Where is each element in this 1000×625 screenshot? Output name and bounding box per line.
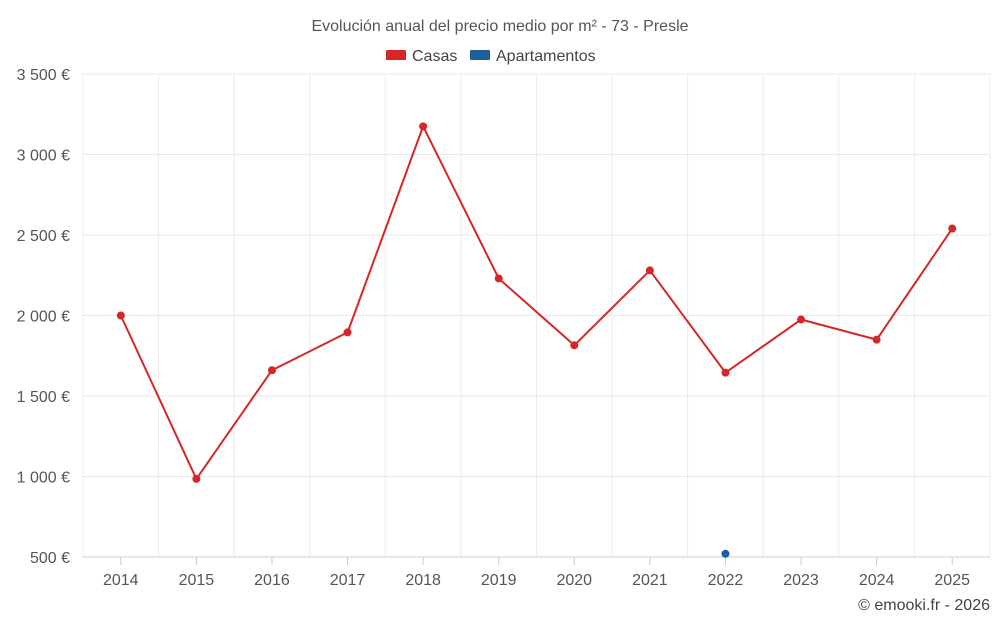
data-point-casas[interactable] bbox=[267, 366, 276, 375]
data-point-casas[interactable] bbox=[797, 315, 806, 324]
data-point-casas[interactable] bbox=[494, 274, 503, 283]
x-tick-label: 2019 bbox=[481, 572, 517, 589]
x-tick-label: 2016 bbox=[254, 572, 290, 589]
data-point-casas[interactable] bbox=[570, 341, 579, 350]
copyright-footer: © emooki.fr - 2026 bbox=[858, 597, 990, 614]
x-tick-label: 2025 bbox=[934, 572, 970, 589]
x-tick-label: 2014 bbox=[103, 572, 139, 589]
data-point-casas[interactable] bbox=[948, 224, 957, 233]
data-point-casas[interactable] bbox=[419, 122, 428, 131]
y-tick-label: 2 500 € bbox=[17, 228, 70, 245]
x-tick-label: 2024 bbox=[859, 572, 895, 589]
x-tick-label: 2018 bbox=[405, 572, 441, 589]
y-tick-label: 3 000 € bbox=[17, 148, 70, 165]
data-point-casas[interactable] bbox=[645, 266, 654, 275]
x-tick-label: 2015 bbox=[179, 572, 215, 589]
y-tick-label: 3 500 € bbox=[17, 67, 70, 84]
chart-title: Evolución anual del precio medio por m² … bbox=[311, 18, 688, 35]
x-tick-label: 2022 bbox=[708, 572, 744, 589]
series-layer bbox=[116, 122, 957, 558]
data-point-casas[interactable] bbox=[192, 474, 201, 483]
y-tick-label: 1 000 € bbox=[17, 470, 70, 487]
legend: Casas Apartamentos bbox=[386, 48, 596, 65]
x-axis: 2014 2015 2016 2017 2018 2019 2020 2021 2022 2023… bbox=[83, 556, 990, 589]
data-point-casas[interactable] bbox=[721, 368, 730, 377]
y-axis: 500 € 1 000 € 1 500 € 2 000 € 2 500 € 3 000 €… bbox=[17, 67, 70, 567]
y-tick-label: 1 500 € bbox=[17, 389, 70, 406]
x-tick-label: 2023 bbox=[783, 572, 819, 589]
data-point-casas[interactable] bbox=[116, 311, 125, 320]
data-point-casas[interactable] bbox=[343, 328, 352, 337]
grid bbox=[82, 73, 991, 557]
x-tick-label: 2021 bbox=[632, 572, 668, 589]
x-tick-label: 2017 bbox=[330, 572, 366, 589]
legend-swatch-apartamentos bbox=[470, 50, 490, 60]
legend-label-apartamentos[interactable]: Apartamentos bbox=[496, 48, 596, 65]
series-line-casas bbox=[119, 125, 954, 480]
x-tick-label: 2020 bbox=[556, 572, 592, 589]
legend-label-casas[interactable]: Casas bbox=[412, 48, 457, 65]
y-tick-label: 500 € bbox=[30, 550, 70, 567]
data-point-apartamentos[interactable] bbox=[721, 549, 730, 558]
y-tick-label: 2 000 € bbox=[17, 309, 70, 326]
legend-swatch-casas bbox=[386, 50, 406, 60]
data-point-casas[interactable] bbox=[872, 335, 881, 344]
